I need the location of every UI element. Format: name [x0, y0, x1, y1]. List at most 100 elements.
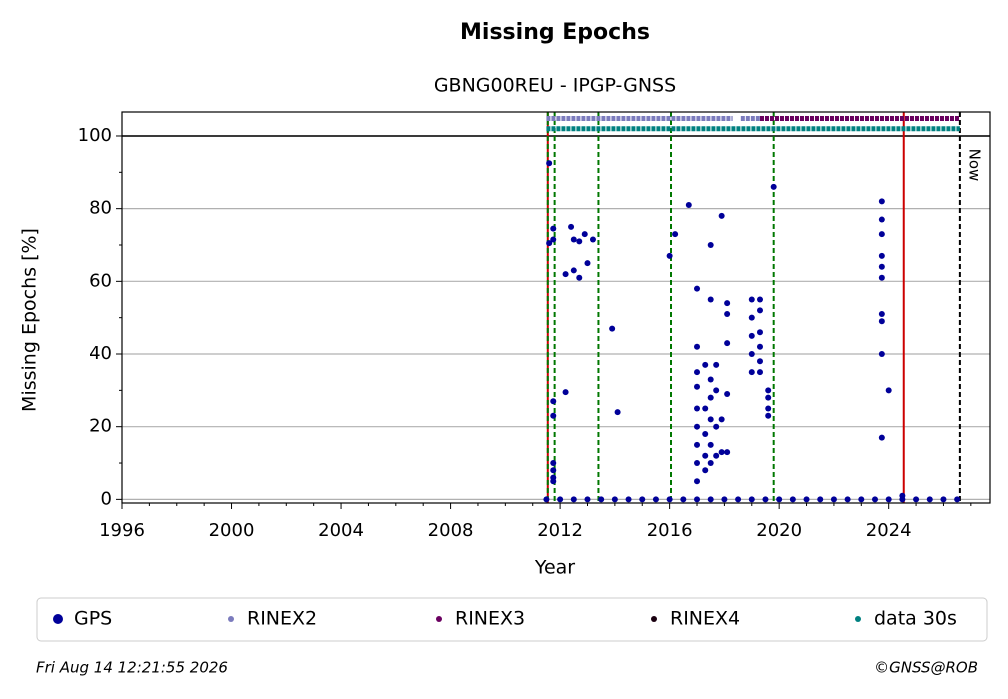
data-point — [748, 314, 755, 321]
data-point — [718, 416, 725, 423]
data-point — [694, 441, 701, 448]
data-point — [550, 236, 557, 243]
data-point — [713, 452, 720, 459]
data-point — [550, 478, 557, 485]
data-point — [694, 423, 701, 430]
y-tick-label: 20 — [89, 416, 112, 437]
data-point — [713, 361, 720, 368]
data-point — [735, 496, 742, 503]
data-point — [550, 225, 557, 232]
data-point — [652, 496, 659, 503]
data-point — [756, 329, 763, 336]
chart-title: Missing Epochs — [460, 20, 650, 45]
data-point — [765, 394, 772, 401]
data-point — [926, 496, 933, 503]
data-point — [570, 267, 577, 274]
data-point — [954, 496, 961, 503]
data-point — [702, 452, 709, 459]
data-point — [913, 496, 920, 503]
data-point — [694, 383, 701, 390]
data-point — [680, 496, 687, 503]
data-point — [765, 412, 772, 419]
data-point — [885, 496, 892, 503]
data-point — [765, 405, 772, 412]
data-point — [694, 405, 701, 412]
data-point — [940, 496, 947, 503]
data-point — [878, 231, 885, 238]
y-tick-label: 40 — [89, 343, 112, 364]
data-point — [756, 358, 763, 365]
x-tick-label: 2000 — [209, 520, 255, 541]
data-point — [611, 496, 618, 503]
data-point — [550, 467, 557, 474]
data-point — [885, 387, 892, 394]
x-axis-label: Year — [534, 557, 575, 579]
data-point — [878, 351, 885, 358]
data-point — [713, 387, 720, 394]
data-point — [694, 496, 701, 503]
x-tick-label: 1996 — [99, 520, 145, 541]
data-point — [614, 409, 621, 416]
data-point — [694, 460, 701, 467]
chart-subtitle: GBNG00REU - IPGP-GNSS — [434, 75, 676, 97]
data-point — [748, 496, 755, 503]
data-point — [756, 296, 763, 303]
data-point — [707, 296, 714, 303]
data-point — [702, 405, 709, 412]
data-point — [685, 202, 692, 209]
x-tick-label: 2008 — [428, 520, 474, 541]
data-point — [748, 332, 755, 339]
y-axis-label: Missing Epochs [%] — [19, 228, 41, 412]
data-point — [543, 496, 550, 503]
data-point — [707, 376, 714, 383]
data-point — [748, 296, 755, 303]
timestamp: Fri Aug 14 12:21:55 2026 — [36, 659, 228, 677]
legend-marker — [53, 614, 63, 624]
data-point — [748, 369, 755, 376]
data-point — [702, 467, 709, 474]
data-point — [576, 238, 583, 245]
plot-frame — [121, 111, 991, 504]
data-point — [694, 285, 701, 292]
data-point — [557, 496, 564, 503]
data-point — [756, 307, 763, 314]
data-point — [707, 496, 714, 503]
data-point — [707, 394, 714, 401]
now-label: Now — [965, 149, 983, 182]
data-point — [550, 398, 557, 405]
x-tick-label: 2020 — [756, 520, 802, 541]
x-tick-label: 2004 — [318, 520, 364, 541]
data-point — [546, 160, 553, 167]
data-point — [878, 434, 885, 441]
legend-marker — [855, 616, 861, 622]
legend-marker — [651, 616, 657, 622]
data-point — [762, 496, 769, 503]
data-point — [878, 274, 885, 281]
data-point — [562, 389, 569, 396]
x-tick-label: 2024 — [866, 520, 912, 541]
data-point — [672, 231, 679, 238]
data-point — [721, 496, 728, 503]
data-point — [589, 236, 596, 243]
data-point — [707, 416, 714, 423]
x-tick-label: 2012 — [537, 520, 583, 541]
data-point — [639, 496, 646, 503]
data-point — [789, 496, 796, 503]
data-point — [584, 496, 591, 503]
data-point — [550, 412, 557, 419]
data-point — [576, 274, 583, 281]
data-point — [878, 252, 885, 259]
data-point — [817, 496, 824, 503]
y-tick-label: 80 — [89, 198, 112, 219]
data-point — [694, 343, 701, 350]
data-point — [756, 369, 763, 376]
data-point — [724, 300, 731, 307]
data-point — [748, 351, 755, 358]
data-point — [584, 260, 591, 267]
legend-marker — [436, 616, 442, 622]
legend-label: RINEX3 — [455, 608, 525, 630]
data-point — [562, 271, 569, 278]
y-tick-label: 100 — [78, 125, 112, 146]
copyright: ©GNSS@ROB — [874, 659, 978, 677]
data-point — [724, 390, 731, 397]
